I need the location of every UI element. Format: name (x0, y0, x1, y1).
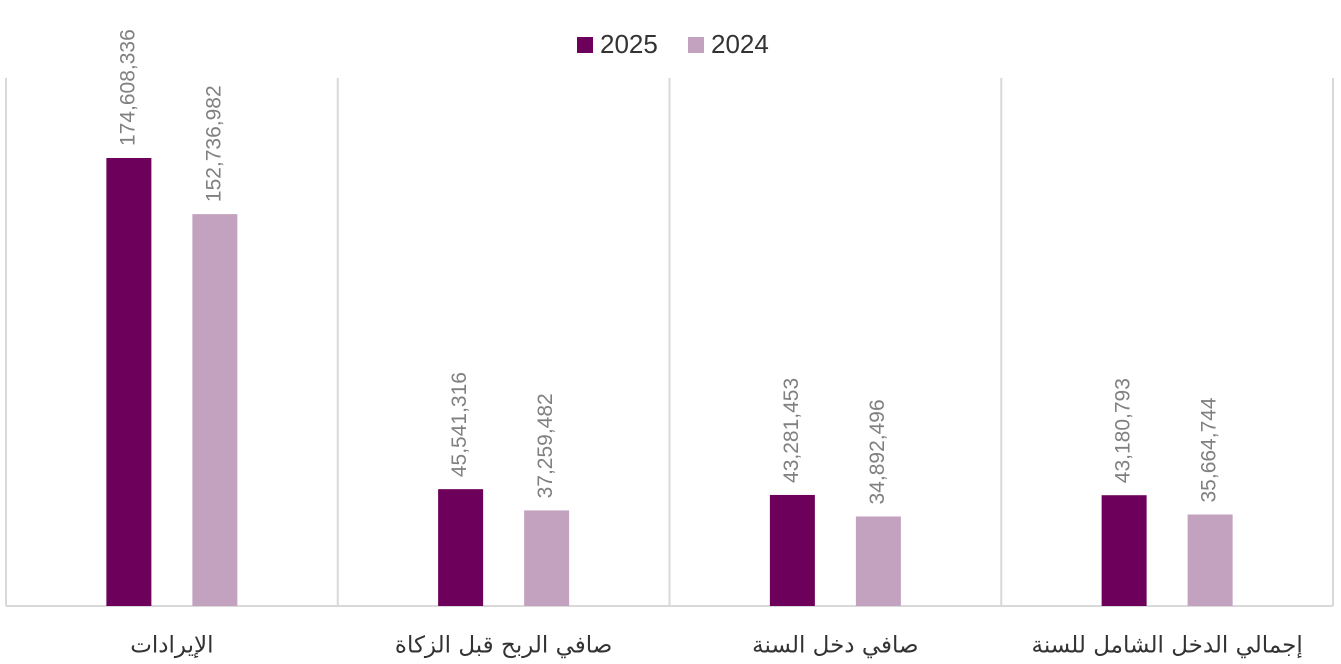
bar (1187, 514, 1233, 606)
bar (855, 516, 901, 606)
legend-label: 2024 (711, 29, 769, 59)
bar (438, 489, 484, 606)
bar (106, 158, 152, 606)
value-label: 152,736,982 (202, 85, 225, 202)
value-label: 45,541,316 (448, 372, 471, 477)
x-tick-label: إجمالي الدخل الشامل للسنة (1032, 633, 1303, 659)
x-tick-label: الإيرادات (130, 633, 213, 659)
legend-swatch (688, 37, 704, 53)
bar (192, 214, 238, 606)
value-label: 43,180,793 (1112, 378, 1135, 483)
bar (524, 510, 570, 606)
bar (769, 494, 815, 606)
bar (1101, 495, 1147, 606)
x-tick-label: صافي الربح قبل الزكاة (395, 633, 612, 659)
legend-label: 2025 (600, 29, 658, 59)
value-label: 43,281,453 (780, 378, 803, 483)
value-label: 37,259,482 (534, 393, 557, 498)
value-label: 35,664,744 (1198, 397, 1221, 502)
value-label: 174,608,336 (116, 29, 139, 146)
value-label: 34,892,496 (866, 399, 889, 504)
legend-swatch (577, 37, 593, 53)
x-tick-label: صافي دخل السنة (752, 633, 918, 659)
